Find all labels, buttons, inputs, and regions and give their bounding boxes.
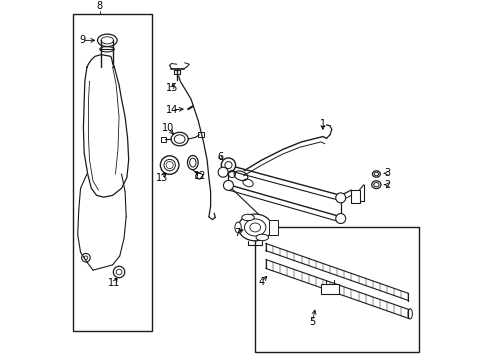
- Ellipse shape: [242, 214, 254, 221]
- Text: 7: 7: [234, 228, 240, 238]
- Text: 5: 5: [308, 317, 315, 327]
- Text: 11: 11: [108, 278, 121, 288]
- Circle shape: [218, 167, 227, 177]
- Text: 2: 2: [383, 180, 389, 190]
- Bar: [73, 14, 152, 331]
- Bar: [198, 132, 203, 137]
- Ellipse shape: [256, 234, 268, 240]
- Text: 1: 1: [319, 119, 325, 129]
- Bar: [161, 136, 166, 141]
- Circle shape: [335, 193, 345, 203]
- Text: 3: 3: [383, 168, 389, 178]
- Text: 4: 4: [258, 276, 264, 287]
- Text: 13: 13: [155, 172, 167, 183]
- Text: 9: 9: [79, 35, 85, 45]
- Bar: [255, 228, 418, 352]
- Bar: [321, 284, 338, 294]
- Text: 6: 6: [217, 152, 223, 162]
- Ellipse shape: [371, 181, 380, 189]
- Bar: [350, 190, 359, 203]
- Circle shape: [335, 213, 345, 224]
- Text: 8: 8: [97, 1, 102, 12]
- Ellipse shape: [234, 222, 241, 233]
- Text: 12: 12: [193, 171, 206, 181]
- Bar: [269, 220, 278, 235]
- Ellipse shape: [238, 214, 271, 241]
- Text: 14: 14: [166, 105, 178, 115]
- Text: 15: 15: [165, 84, 178, 94]
- Circle shape: [221, 158, 235, 172]
- Ellipse shape: [372, 171, 380, 177]
- Circle shape: [223, 180, 233, 190]
- Text: 10: 10: [162, 123, 174, 133]
- Bar: [174, 70, 179, 74]
